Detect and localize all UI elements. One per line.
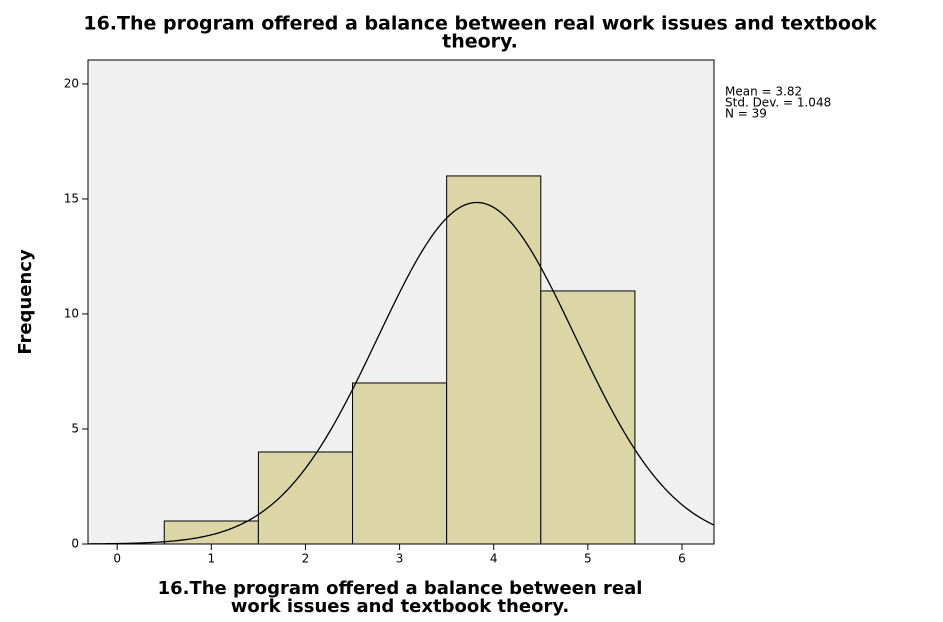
x-axis-label: 16.The program offered a balance between…: [158, 578, 643, 599]
x-tick-label: 3: [396, 552, 404, 566]
x-tick-label: 2: [302, 552, 310, 566]
x-tick-label: 4: [490, 552, 498, 566]
y-tick-label: 0: [71, 537, 79, 551]
bar: [257, 451, 354, 545]
chart-title: theory.: [442, 31, 518, 53]
annotation: N = 39: [725, 107, 767, 121]
plot-frame: [87, 59, 715, 545]
y-tick-label: 15: [64, 191, 79, 205]
x-tick-label: 0: [113, 552, 121, 566]
y-axis-label: Frequency: [15, 249, 36, 355]
x-tick-label: 6: [678, 552, 686, 566]
y-tick-label: 10: [64, 306, 79, 320]
bar: [540, 290, 636, 545]
x-tick-label: 5: [584, 552, 592, 566]
bar: [352, 382, 448, 545]
x-tick-label: 1: [207, 552, 215, 566]
y-tick-label: 20: [64, 76, 79, 90]
y-tick-label: 5: [71, 421, 79, 435]
x-axis-label: work issues and textbook theory.: [231, 596, 570, 617]
annotation: Std. Dev. = 1.048: [725, 96, 831, 110]
normal-curve: [87, 201, 715, 545]
bar: [446, 175, 542, 545]
chart-title: 16.The program offered a balance between…: [83, 13, 877, 35]
annotation: Mean = 3.82: [725, 85, 802, 99]
